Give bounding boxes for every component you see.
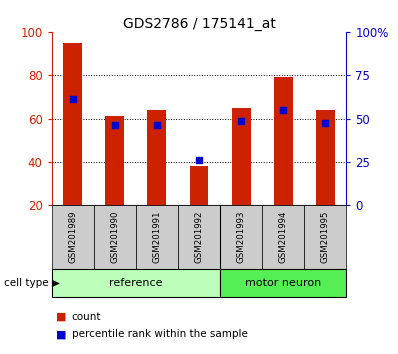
Title: GDS2786 / 175141_at: GDS2786 / 175141_at (123, 17, 275, 31)
Bar (220, 205, 262, 269)
Point (238, 118, 244, 124)
Text: GSM201991: GSM201991 (152, 211, 162, 263)
Text: ■: ■ (56, 312, 66, 321)
Text: reference: reference (109, 278, 163, 288)
Bar (274, 78, 293, 205)
Bar (178, 205, 220, 269)
Text: motor neuron: motor neuron (245, 278, 321, 288)
Bar (52, 205, 94, 269)
Point (70, 96, 76, 102)
Point (322, 120, 328, 126)
Point (196, 157, 202, 162)
Text: GSM201992: GSM201992 (195, 211, 203, 263)
Text: GSM201989: GSM201989 (68, 211, 77, 263)
Bar (147, 110, 166, 205)
Bar (316, 110, 335, 205)
Bar (220, 269, 346, 297)
Text: percentile rank within the sample: percentile rank within the sample (72, 329, 248, 339)
Bar (262, 205, 304, 269)
Text: ■: ■ (56, 329, 66, 339)
Bar (52, 269, 220, 297)
Bar (304, 205, 346, 269)
Point (112, 122, 118, 128)
Bar (136, 205, 178, 269)
Point (154, 122, 160, 128)
Bar (105, 116, 124, 205)
Bar (232, 108, 250, 205)
Text: GSM201990: GSM201990 (110, 211, 119, 263)
Bar (63, 43, 82, 205)
Text: GSM201994: GSM201994 (279, 211, 288, 263)
Text: GSM201993: GSM201993 (236, 211, 246, 263)
Text: count: count (72, 312, 101, 321)
Point (280, 107, 286, 113)
Text: GSM201995: GSM201995 (321, 211, 330, 263)
Bar (189, 166, 209, 205)
Text: cell type ▶: cell type ▶ (4, 278, 60, 288)
Bar (94, 205, 136, 269)
